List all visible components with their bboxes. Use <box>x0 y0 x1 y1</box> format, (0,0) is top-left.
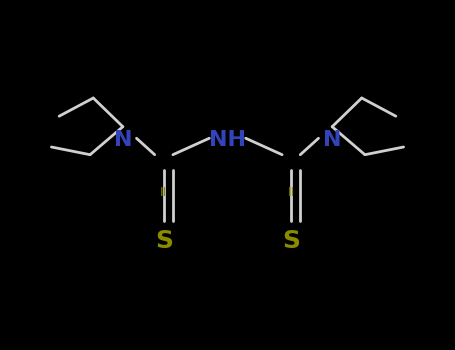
Text: II: II <box>160 186 167 199</box>
Text: N: N <box>323 130 341 150</box>
Text: N: N <box>114 130 132 150</box>
Text: S: S <box>282 230 300 253</box>
Text: S: S <box>155 230 173 253</box>
Text: NH: NH <box>209 130 246 150</box>
Text: II: II <box>288 186 295 199</box>
